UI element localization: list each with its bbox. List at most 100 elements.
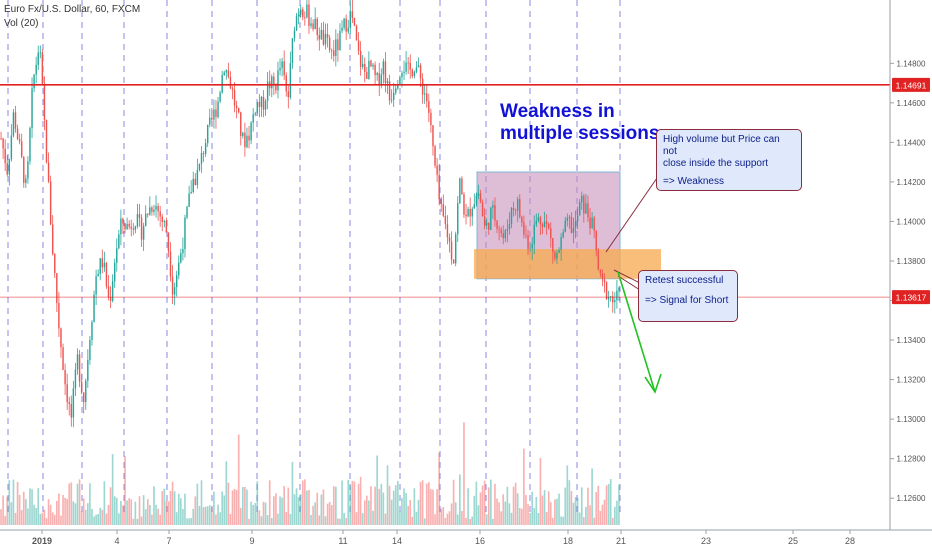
- candle-body: [0, 138, 2, 140]
- candle-body: [618, 287, 620, 291]
- candle-body: [382, 61, 385, 75]
- volume-bar: [39, 513, 42, 525]
- candle-body: [523, 222, 525, 235]
- candle-body: [242, 132, 244, 137]
- candle-body: [333, 50, 335, 56]
- volume-bar: [198, 505, 201, 525]
- candle-body: [60, 328, 62, 348]
- volume-bar: [384, 513, 387, 525]
- callout-signal-line2: => Signal for Short: [645, 295, 729, 306]
- volume-bar: [49, 504, 52, 525]
- candle-body: [275, 84, 277, 91]
- volume-bar: [312, 505, 314, 525]
- price-marker-bg: [892, 77, 930, 92]
- volume-bar: [314, 502, 316, 525]
- volume-bar: [43, 509, 46, 525]
- zone-support-zone: [474, 249, 661, 279]
- candle-body: [436, 165, 438, 175]
- volume-bar: [27, 508, 29, 525]
- candle-body: [438, 174, 440, 200]
- candle-body: [219, 92, 221, 102]
- candle-body: [279, 68, 281, 71]
- volume-bar: [308, 490, 310, 525]
- volume-bar: [138, 496, 141, 525]
- volume-bar: [281, 497, 283, 525]
- volume-bar: [140, 516, 143, 525]
- volume-bar: [206, 506, 209, 525]
- candle-body: [574, 221, 577, 228]
- volume-bar: [60, 515, 62, 525]
- candle-body: [541, 224, 544, 227]
- volume-bar: [523, 448, 525, 525]
- volume-bar: [204, 506, 207, 525]
- volume-bar: [215, 514, 217, 525]
- candle-body: [180, 253, 182, 263]
- volume-bar: [483, 480, 486, 525]
- volume-bar: [217, 504, 219, 525]
- volume-bar: [535, 497, 538, 525]
- volume-bar: [601, 504, 604, 525]
- candle-body: [485, 222, 488, 226]
- volume-bar: [264, 502, 267, 525]
- volume-bar: [405, 493, 407, 525]
- volume-bar: [345, 518, 347, 525]
- volume-bar: [144, 509, 147, 525]
- candle-body: [37, 52, 39, 65]
- candle-body: [221, 74, 223, 93]
- candle-body: [585, 203, 587, 214]
- volume-bar: [20, 510, 23, 525]
- candle-body: [254, 113, 256, 115]
- volume-bar: [244, 486, 246, 525]
- volume-bar: [516, 493, 519, 525]
- candle-body: [47, 162, 50, 182]
- volume-bar: [353, 481, 356, 525]
- candle-body: [519, 199, 521, 218]
- volume-bar: [295, 488, 298, 525]
- candle-body: [370, 60, 372, 67]
- candle-body: [132, 228, 135, 230]
- volume-bar: [611, 517, 614, 525]
- candle-body: [341, 27, 343, 32]
- volume-bar: [322, 489, 325, 525]
- volume-bar: [450, 503, 453, 525]
- volume-bar: [62, 494, 64, 525]
- volume-bar: [343, 512, 345, 525]
- volume-bar: [262, 501, 265, 525]
- candle-body: [343, 18, 345, 28]
- volume-bar: [508, 503, 511, 525]
- weakness-title: Weakness in multiple sessions: [500, 101, 659, 145]
- volume-bar: [372, 510, 374, 525]
- candle-body: [475, 195, 478, 205]
- x-tick-label: 9: [249, 536, 254, 546]
- volume-bar: [239, 507, 242, 525]
- volume-bar: [390, 499, 393, 525]
- candle-body: [157, 205, 159, 212]
- volume-bar: [18, 494, 21, 525]
- volume-bar: [153, 486, 155, 525]
- volume-bar: [465, 517, 467, 525]
- volume-bar: [603, 499, 606, 525]
- candle-body: [337, 39, 339, 51]
- candle-body: [454, 234, 457, 264]
- candle-body: [45, 119, 48, 163]
- volume-bars: [0, 422, 620, 525]
- candle-body: [8, 159, 11, 175]
- candle-body: [295, 16, 298, 31]
- candle-body: [324, 33, 327, 45]
- volume-bar: [436, 489, 438, 525]
- candle-body: [116, 248, 118, 263]
- candle-body: [256, 101, 259, 114]
- volume-bar: [547, 491, 550, 525]
- volume-bar: [359, 476, 362, 525]
- volume-bar: [208, 505, 211, 525]
- candle-body: [496, 220, 498, 229]
- volume-bar: [504, 501, 507, 525]
- candle-body: [107, 286, 110, 298]
- volume-bar: [498, 502, 500, 525]
- volume-bar: [531, 491, 533, 525]
- candle-body: [543, 221, 546, 227]
- volume-bar: [211, 507, 213, 525]
- volume-bar: [91, 508, 93, 525]
- candle-body: [196, 169, 199, 186]
